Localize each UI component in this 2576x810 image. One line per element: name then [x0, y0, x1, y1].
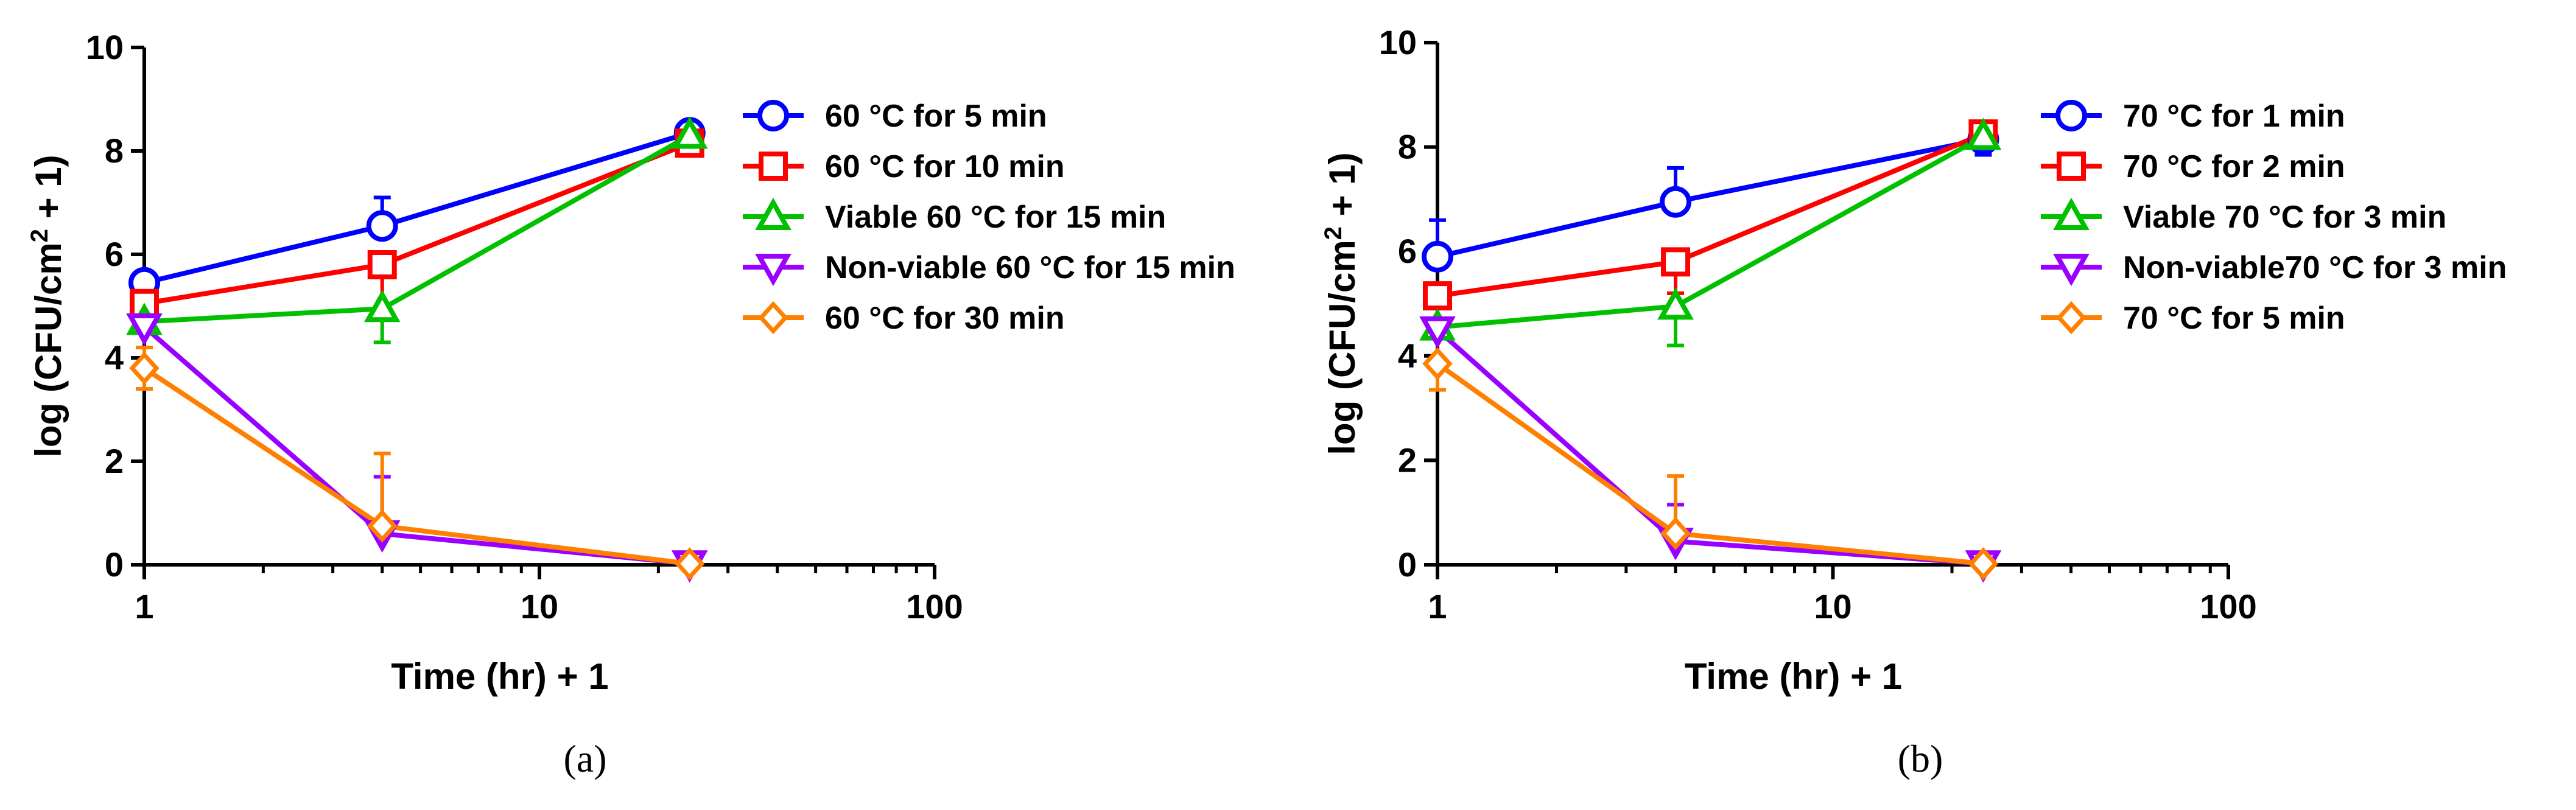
data-point: [126, 313, 163, 346]
legend-marker: [2053, 197, 2090, 230]
data-point: [671, 116, 708, 149]
data-point: [367, 250, 397, 279]
data-point: [1419, 316, 1456, 349]
legend-label: 70 °C for 5 min: [2123, 301, 2345, 336]
x-tick-label: 1: [1428, 587, 1447, 626]
data-point: [1422, 240, 1453, 273]
legend-marker: [755, 254, 791, 287]
data-point: [367, 509, 398, 543]
y-axis-label: log (CFU/cm2 + 1): [26, 155, 69, 457]
legend-marker: [2053, 254, 2090, 287]
legend-label: Viable 70 °C for 3 min: [2123, 200, 2446, 235]
x-axis-label: Time (hr) + 1: [391, 656, 608, 697]
series-3: [1436, 327, 1984, 567]
legend-label: 70 °C for 1 min: [2123, 99, 2345, 134]
legend-label: 70 °C for 2 min: [2123, 149, 2345, 184]
legend-label: 60 °C for 10 min: [825, 149, 1065, 184]
series-0: [1429, 136, 1992, 259]
data-point: [1657, 287, 1694, 320]
y-tick-label: 6: [105, 235, 124, 273]
series-markers-4: [129, 351, 705, 581]
data-point: [366, 210, 398, 242]
legend-label: Non-viable 60 °C for 15 min: [825, 250, 1235, 285]
legend-marker: [757, 100, 789, 131]
legend-label: 60 °C for 5 min: [825, 99, 1047, 134]
panel-b: 0 2 4 6 8 10 1 10 100 Time (hr) + 1 log (CFU/cm2 +…: [1320, 23, 2507, 780]
y-tick-label: 2: [105, 442, 124, 480]
data-point: [1660, 517, 1691, 550]
series-line: [1437, 134, 1985, 330]
panel-label: (b): [1898, 737, 1943, 780]
data-point: [675, 547, 705, 581]
legend-marker: [759, 152, 788, 181]
y-tick-label: 4: [1398, 337, 1417, 375]
series-line: [1437, 136, 1984, 259]
legend: 60 °C for 5 min 60 °C for 10 min Viable 60…: [743, 99, 1235, 336]
data-point: [1660, 186, 1692, 218]
series-line: [1436, 327, 1984, 567]
y-axis-label: log (CFU/cm2 + 1): [1320, 152, 1363, 455]
series-1: [1437, 124, 1992, 299]
data-point: [1423, 281, 1452, 311]
legend-label: Non-viable70 °C for 3 min: [2123, 250, 2507, 285]
y-tick-label: 10: [86, 28, 124, 66]
x-tick-label: 100: [2200, 587, 2256, 626]
y-tick-label: 0: [1398, 545, 1417, 584]
x-tick-label: 10: [1814, 587, 1851, 626]
y-tick-label: 0: [105, 545, 124, 584]
x-tick-label: 10: [521, 587, 558, 626]
data-point: [363, 290, 401, 323]
series-line: [144, 130, 690, 285]
legend-marker: [758, 301, 788, 335]
legend-marker: [755, 197, 791, 230]
data-point: [129, 351, 160, 385]
x-tick-label: 100: [906, 587, 963, 626]
series-markers-4: [1422, 347, 1999, 581]
legend-marker: [2056, 301, 2086, 335]
series-4: [136, 346, 690, 567]
y-tick-label: 6: [1398, 232, 1417, 270]
legend: 70 °C for 1 min 70 °C for 2 min Viable 70 …: [2041, 99, 2507, 336]
series-markers-1: [1423, 119, 1998, 311]
legend-label: Viable 60 °C for 15 min: [825, 200, 1166, 235]
y-tick-label: 8: [105, 131, 124, 170]
y-tick-label: 4: [105, 338, 124, 377]
data-point: [1661, 247, 1691, 277]
series-line: [1436, 361, 1984, 567]
x-axis-label: Time (hr) + 1: [1685, 656, 1902, 697]
y-tick-label: 8: [1398, 128, 1417, 166]
panel-a: 0 2 4 6 8 10 1 10 100 Time (hr) + 1 log (CFU/cm2 +…: [26, 28, 1235, 780]
series-markers-0: [128, 117, 706, 299]
legend-marker: [2055, 100, 2087, 131]
x-tick-label: 1: [135, 587, 153, 626]
series-line: [144, 141, 691, 306]
y-tick-label: 2: [1398, 441, 1417, 479]
legend-label: 60 °C for 30 min: [825, 301, 1065, 336]
data-point: [1968, 547, 1999, 581]
data-point: [1965, 117, 2002, 150]
y-tick-label: 10: [1379, 23, 1417, 61]
series-0: [136, 123, 698, 285]
legend-marker: [2057, 152, 2086, 181]
series-line: [144, 133, 691, 324]
panel-label: (a): [563, 737, 606, 780]
data-point: [1422, 347, 1453, 380]
